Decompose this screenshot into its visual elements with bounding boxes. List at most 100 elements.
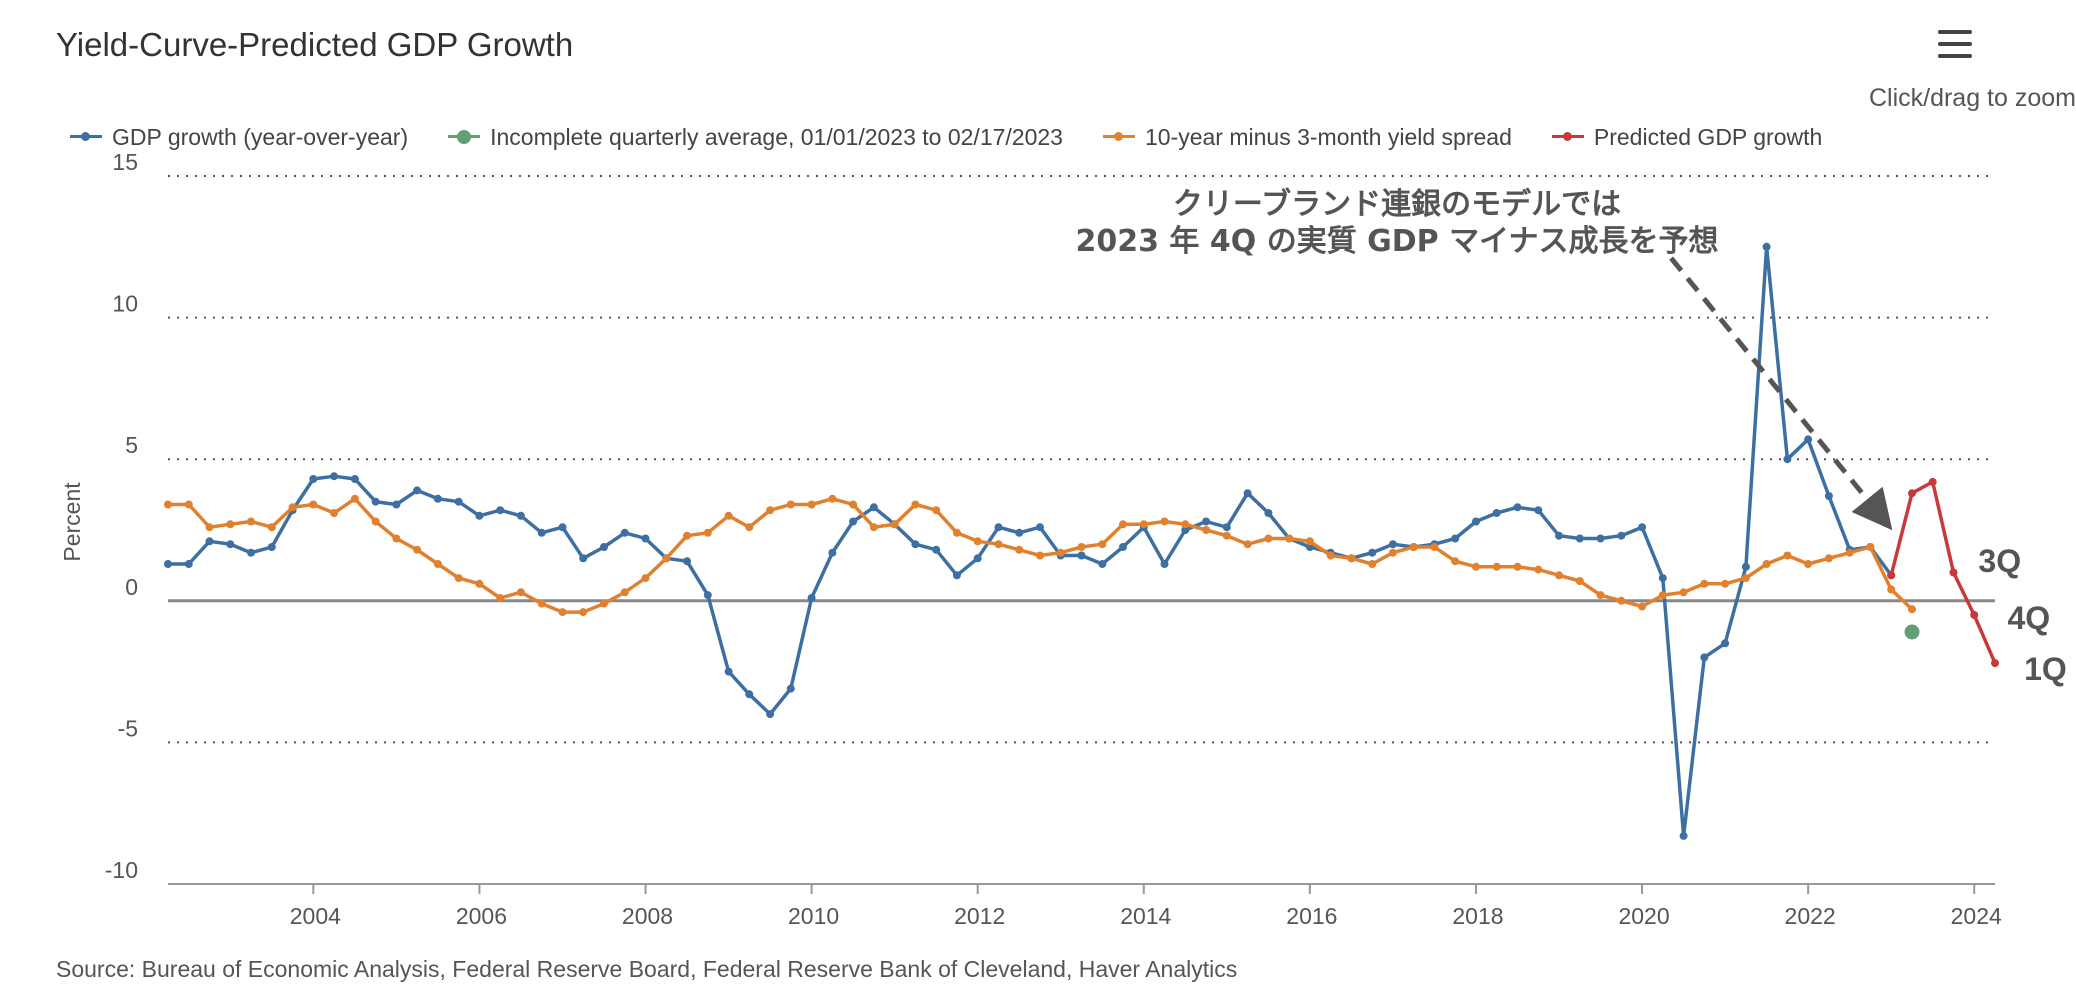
quarter-label: 1Q xyxy=(2024,651,2067,687)
legend-line-dot-icon xyxy=(70,129,102,145)
data-point-10-year-minus-3-month-yield-spread xyxy=(1326,551,1335,560)
data-point-10-year-minus-3-month-yield-spread xyxy=(890,520,899,529)
data-point-gdp-growth-year-over-year xyxy=(1721,639,1730,648)
data-point-gdp-growth-year-over-year xyxy=(1077,551,1086,560)
data-point-10-year-minus-3-month-yield-spread xyxy=(1264,534,1273,543)
hamburger-menu-icon[interactable] xyxy=(1938,30,1972,58)
chart-title: Yield-Curve-Predicted GDP Growth xyxy=(56,26,574,63)
annotation-text: クリーブランド連銀のモデルでは xyxy=(1173,187,1621,222)
data-point-10-year-minus-3-month-yield-spread xyxy=(184,500,193,509)
data-point-10-year-minus-3-month-yield-spread xyxy=(454,574,463,583)
data-point-10-year-minus-3-month-yield-spread xyxy=(766,506,775,515)
legend-line-dot-icon xyxy=(1102,129,1135,145)
data-point-10-year-minus-3-month-yield-spread xyxy=(516,588,525,597)
data-point-gdp-growth-year-over-year xyxy=(1243,489,1252,498)
data-point-10-year-minus-3-month-yield-spread xyxy=(994,540,1003,549)
data-point-10-year-minus-3-month-yield-spread xyxy=(1513,562,1522,571)
x-tick-label: 2008 xyxy=(622,903,673,929)
data-point-predicted-gdp-growth xyxy=(1928,477,1937,486)
data-point-gdp-growth-year-over-year xyxy=(1762,242,1771,251)
data-point-gdp-growth-year-over-year xyxy=(1783,455,1792,464)
annotation-text: 2023 年 4Q の実質 GDP マイナス成長を予想 xyxy=(1075,224,1718,259)
legend-item-predicted-gdp[interactable]: Predicted GDP growth xyxy=(1551,124,1822,151)
data-point-10-year-minus-3-month-yield-spread xyxy=(309,500,318,509)
legend-label: GDP growth (year-over-year) xyxy=(112,123,409,150)
data-point-gdp-growth-year-over-year xyxy=(413,486,422,495)
data-point-gdp-growth-year-over-year xyxy=(952,571,961,580)
source-note: Source: Bureau of Economic Analysis, Fed… xyxy=(56,956,1238,982)
data-point-gdp-growth-year-over-year xyxy=(911,540,920,549)
data-point-10-year-minus-3-month-yield-spread xyxy=(330,509,339,517)
data-point-10-year-minus-3-month-yield-spread xyxy=(1285,534,1294,543)
data-point-10-year-minus-3-month-yield-spread xyxy=(1783,551,1792,560)
data-point-10-year-minus-3-month-yield-spread xyxy=(392,534,401,543)
data-point-10-year-minus-3-month-yield-spread xyxy=(828,494,837,503)
data-point-10-year-minus-3-month-yield-spread xyxy=(1658,591,1667,600)
legend-label: 10-year minus 3-month yield spread xyxy=(1144,123,1512,150)
y-tick-label: -10 xyxy=(105,857,138,883)
data-point-10-year-minus-3-month-yield-spread xyxy=(1887,585,1896,594)
data-point-gdp-growth-year-over-year xyxy=(1824,492,1833,500)
data-point-gdp-growth-year-over-year xyxy=(1368,548,1377,557)
data-point-10-year-minus-3-month-yield-spread xyxy=(973,537,982,546)
series-line-predicted-gdp-growth xyxy=(1889,480,1997,664)
data-point-gdp-growth-year-over-year xyxy=(330,472,339,481)
data-point-10-year-minus-3-month-yield-spread xyxy=(350,494,359,503)
legend-label: Incomplete quarterly average, 01/01/2023… xyxy=(490,123,1063,150)
data-point-gdp-growth-year-over-year xyxy=(1513,503,1522,512)
data-point-gdp-growth-year-over-year xyxy=(247,548,255,557)
legend-item-yield-spread[interactable]: 10-year minus 3-month yield spread xyxy=(1102,123,1512,151)
data-point-predicted-gdp-growth xyxy=(1887,571,1896,580)
data-point-gdp-growth-year-over-year xyxy=(1160,560,1169,568)
data-point-gdp-growth-year-over-year xyxy=(745,690,754,699)
data-point-gdp-growth-year-over-year xyxy=(766,710,775,719)
data-point-10-year-minus-3-month-yield-spread xyxy=(1721,579,1730,588)
data-point-gdp-growth-year-over-year xyxy=(1700,653,1709,662)
data-point-10-year-minus-3-month-yield-spread xyxy=(911,500,920,509)
data-point-10-year-minus-3-month-yield-spread xyxy=(1908,605,1916,614)
data-point-gdp-growth-year-over-year xyxy=(1181,526,1190,534)
legend: GDP growth (year-over-year) Incomplete q… xyxy=(70,122,1822,152)
data-point-10-year-minus-3-month-yield-spread xyxy=(807,500,816,509)
data-point-10-year-minus-3-month-yield-spread xyxy=(786,500,795,509)
data-point-10-year-minus-3-month-yield-spread xyxy=(1243,540,1252,549)
data-point-gdp-growth-year-over-year xyxy=(807,594,816,602)
data-point-gdp-growth-year-over-year xyxy=(786,684,795,693)
data-point-gdp-growth-year-over-year xyxy=(1555,531,1563,540)
series-line-gdp-growth-year-over-year xyxy=(168,245,1893,838)
x-tick-label: 2020 xyxy=(1618,903,1669,929)
data-point-gdp-growth-year-over-year xyxy=(1534,506,1543,515)
data-point-predicted-gdp-growth xyxy=(1991,659,1999,668)
data-point-10-year-minus-3-month-yield-spread xyxy=(724,511,733,520)
data-point-gdp-growth-year-over-year xyxy=(1679,831,1688,840)
data-point-gdp-growth-year-over-year xyxy=(1472,517,1480,526)
data-point-incomplete-quarterly-average-01-01-2023-to-02-17-2023 xyxy=(1904,624,1920,640)
x-tick-label: 2006 xyxy=(456,903,507,929)
data-point-gdp-growth-year-over-year xyxy=(496,506,505,515)
legend-item-gdp-growth[interactable]: GDP growth (year-over-year) xyxy=(70,124,408,151)
data-point-gdp-growth-year-over-year xyxy=(973,554,982,563)
data-point-10-year-minus-3-month-yield-spread xyxy=(288,503,297,512)
data-point-gdp-growth-year-over-year xyxy=(226,540,235,549)
data-point-10-year-minus-3-month-yield-spread xyxy=(1617,596,1626,605)
zoom-hint: Click/drag to zoom xyxy=(1868,84,2076,112)
data-point-10-year-minus-3-month-yield-spread xyxy=(1119,520,1127,529)
x-tick-label: 2012 xyxy=(954,903,1005,929)
data-point-10-year-minus-3-month-yield-spread xyxy=(164,500,172,509)
data-point-gdp-growth-year-over-year xyxy=(1492,509,1501,517)
data-point-gdp-growth-year-over-year xyxy=(1119,543,1127,551)
data-point-10-year-minus-3-month-yield-spread xyxy=(1036,551,1044,560)
data-point-10-year-minus-3-month-yield-spread xyxy=(869,523,878,532)
data-point-10-year-minus-3-month-yield-spread xyxy=(496,594,505,602)
data-point-10-year-minus-3-month-yield-spread xyxy=(1015,545,1024,554)
data-point-gdp-growth-year-over-year xyxy=(537,528,546,537)
data-point-10-year-minus-3-month-yield-spread xyxy=(620,588,629,597)
data-point-gdp-growth-year-over-year xyxy=(1451,534,1460,543)
data-point-gdp-growth-year-over-year xyxy=(600,543,608,551)
data-point-10-year-minus-3-month-yield-spread xyxy=(1492,562,1501,571)
data-point-gdp-growth-year-over-year xyxy=(267,543,276,551)
legend-item-incomplete-average[interactable]: Incomplete quarterly average, 01/01/2023… xyxy=(448,124,1063,151)
data-point-10-year-minus-3-month-yield-spread xyxy=(1555,571,1563,580)
data-point-10-year-minus-3-month-yield-spread xyxy=(247,517,255,526)
